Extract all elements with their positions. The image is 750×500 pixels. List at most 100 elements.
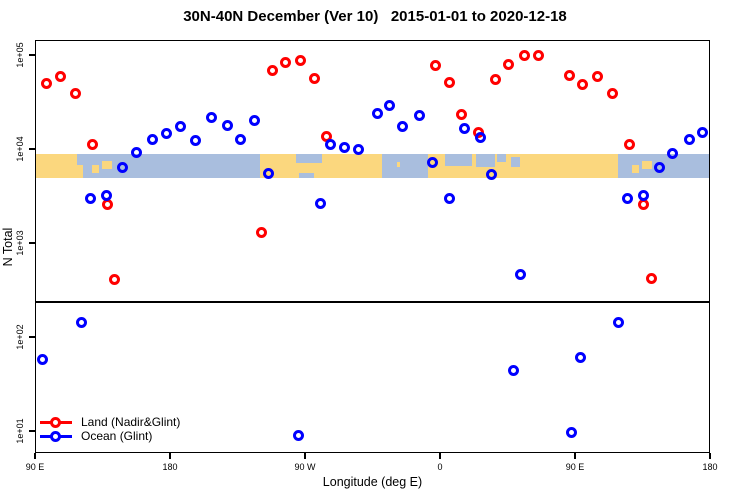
ocean-point <box>352 143 364 155</box>
ocean-point <box>514 268 526 280</box>
ocean-point <box>206 112 218 124</box>
land-point <box>70 87 82 99</box>
land-point <box>86 138 98 150</box>
y-tick-label: 1e+03 <box>15 230 25 256</box>
ocean-point <box>292 430 304 442</box>
x-tick-label: 90 E <box>565 462 585 472</box>
ocean-point <box>221 119 233 131</box>
map-band-ocean-patch <box>299 173 314 178</box>
land-point <box>623 138 635 150</box>
x-tick-mark <box>304 453 306 459</box>
land-point <box>41 77 53 89</box>
map-band-land-segment <box>101 161 113 170</box>
ocean-point <box>683 134 695 146</box>
ocean-point <box>507 365 519 377</box>
ocean-point <box>621 192 633 204</box>
y-tick-mark <box>29 242 35 244</box>
land-point <box>109 273 121 285</box>
land-point <box>563 69 575 81</box>
x-tick-label: 180 <box>702 462 718 472</box>
ocean-point <box>161 128 173 140</box>
x-tick-mark <box>439 453 441 459</box>
ocean-point <box>190 135 202 147</box>
ocean-point <box>371 107 383 119</box>
ocean-point <box>697 127 709 139</box>
ocean-point <box>485 169 497 181</box>
map-band-land-segment <box>396 162 401 168</box>
plot-border <box>35 40 710 453</box>
land-point <box>518 49 530 61</box>
ocean-point <box>116 162 128 174</box>
map-band-ocean-patch <box>296 154 322 164</box>
land-point <box>502 58 514 70</box>
x-tick-mark <box>169 453 171 459</box>
ocean-point <box>474 131 486 143</box>
y-tick-mark <box>29 430 35 432</box>
map-band-land-segment <box>92 164 99 173</box>
y-tick-label: 1e+02 <box>15 324 25 350</box>
map-band-land-segment <box>641 161 653 170</box>
land-point <box>532 49 544 61</box>
land-point <box>646 273 658 285</box>
land-point <box>55 71 67 83</box>
x-tick-mark <box>574 453 576 459</box>
ocean-point <box>653 162 665 174</box>
land-point <box>101 199 113 211</box>
legend-marker-icon <box>40 416 72 428</box>
land-point <box>577 79 589 91</box>
land-point <box>607 87 619 99</box>
land-point <box>279 57 291 69</box>
ocean-point <box>666 147 678 159</box>
land-point <box>267 64 279 76</box>
map-band-land-segment <box>428 154 618 178</box>
x-tick-label: 90 E <box>25 462 45 472</box>
plot-area: Land (Nadir&Glint) Ocean (Glint) <box>35 40 710 453</box>
ocean-point <box>338 142 350 154</box>
x-tick-mark <box>34 453 36 459</box>
y-tick-label: 1e+01 <box>15 418 25 444</box>
ocean-point <box>397 120 409 132</box>
map-band-ocean-patch <box>77 154 83 165</box>
y-tick-mark <box>29 148 35 150</box>
land-point <box>443 76 455 88</box>
y-tick-mark <box>29 54 35 56</box>
ocean-point <box>314 198 326 210</box>
x-tick-label: 90 W <box>294 462 316 472</box>
ocean-point <box>100 190 112 202</box>
map-band-land-segment <box>260 154 382 178</box>
y-tick-mark <box>29 336 35 338</box>
x-tick-label: 0 <box>437 462 443 472</box>
map-band-ocean-patch <box>444 154 472 166</box>
ocean-point <box>131 147 143 159</box>
legend-label: Ocean (Glint) <box>81 429 153 443</box>
ocean-point <box>76 317 88 329</box>
land-point <box>294 54 306 66</box>
ocean-point <box>566 426 578 438</box>
y-axis-title: N Total <box>1 227 15 267</box>
legend: Land (Nadir&Glint) Ocean (Glint) <box>40 415 180 443</box>
ocean-point <box>36 353 48 365</box>
ocean-point <box>637 190 649 202</box>
ocean-point <box>248 114 260 126</box>
x-axis-title: Longitude (deg E) <box>322 475 423 489</box>
land-point <box>256 227 268 239</box>
legend-label: Land (Nadir&Glint) <box>81 415 181 429</box>
ocean-point <box>384 99 396 111</box>
ocean-point <box>574 352 586 364</box>
ocean-point <box>613 317 625 329</box>
ocean-point <box>414 110 426 122</box>
land-point <box>490 74 502 86</box>
ocean-point <box>443 192 455 204</box>
y-tick-label: 1e+05 <box>15 42 25 68</box>
reference-line <box>35 301 710 303</box>
ocean-point <box>175 121 187 133</box>
ocean-point <box>84 192 96 204</box>
ocean-point <box>427 157 439 169</box>
land-point <box>591 71 603 83</box>
x-tick-label: 180 <box>162 462 178 472</box>
land-point <box>455 109 467 121</box>
land-point <box>430 60 442 72</box>
ocean-point <box>458 123 470 135</box>
ocean-point <box>325 138 337 150</box>
